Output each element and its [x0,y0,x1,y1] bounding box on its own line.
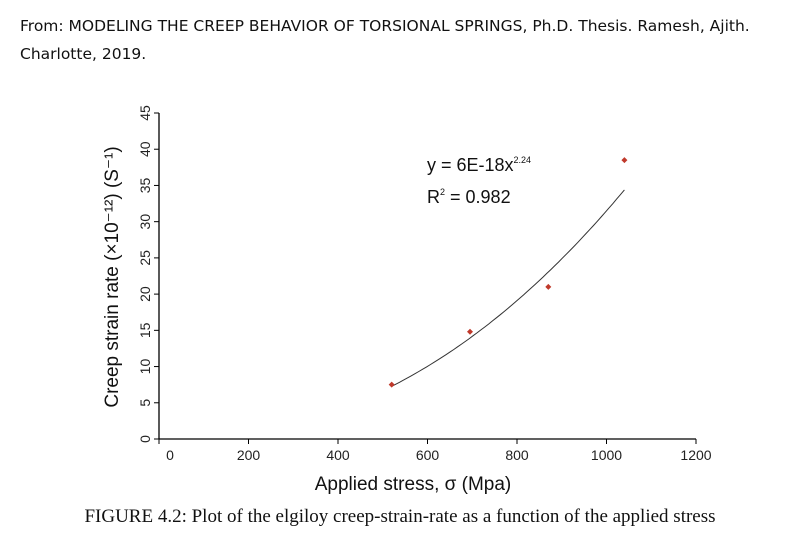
y-axis-label: Creep strain rate (×10⁻¹²) (S⁻¹) [102,146,123,407]
y-tick-label: 40 [137,141,153,157]
r-squared-value: = 0.982 [445,187,511,207]
y-tick-label: 35 [137,177,153,193]
axes [154,112,697,444]
y-tick-label: 30 [137,214,153,230]
r-squared-prefix: R [427,187,440,207]
trend-equation-exponent: 2.24 [514,155,532,165]
x-tick-label: 800 [505,447,529,463]
r-squared-label: R2 = 0.982 [427,187,511,207]
x-tick-label: 400 [326,447,350,463]
data-point [388,381,395,388]
r-squared-superscript: 2 [440,187,445,197]
y-tick-label: 45 [137,105,153,121]
source-line-1: From: MODELING THE CREEP BEHAVIOR OF TOR… [20,17,750,35]
data-point [467,328,474,335]
x-tick-label: 1000 [591,447,622,463]
y-tick-label: 10 [137,359,153,375]
source-line-2: Charlotte, 2019. [20,45,147,63]
x-tick-label: 0 [166,447,174,463]
data-point [621,157,628,164]
power-trendline [391,189,625,387]
trend-equation: y = 6E-18x2.24 [427,155,531,175]
source-header: From: MODELING THE CREEP BEHAVIOR OF TOR… [20,12,790,68]
x-axis-label: Applied stress, σ (Mpa) [315,474,512,495]
x-tick-label: 1200 [680,447,711,463]
y-tick-label: 25 [137,250,153,266]
figure-caption: FIGURE 4.2: Plot of the elgiloy creep-st… [84,506,716,527]
y-tick-label: 5 [137,399,153,407]
data-point [545,283,552,290]
y-tick-label: 20 [137,286,153,302]
x-tick-label: 600 [416,447,440,463]
trend-equation-base: y = 6E-18x [427,155,514,175]
data-points [388,157,628,388]
x-tick-label: 200 [237,447,261,463]
y-tick-label: 0 [137,435,153,443]
y-tick-label: 15 [137,322,153,338]
tick-labels: 0 5 10 15 20 25 30 35 40 45 0 200 400 600 800 1000 1200 [137,105,712,463]
